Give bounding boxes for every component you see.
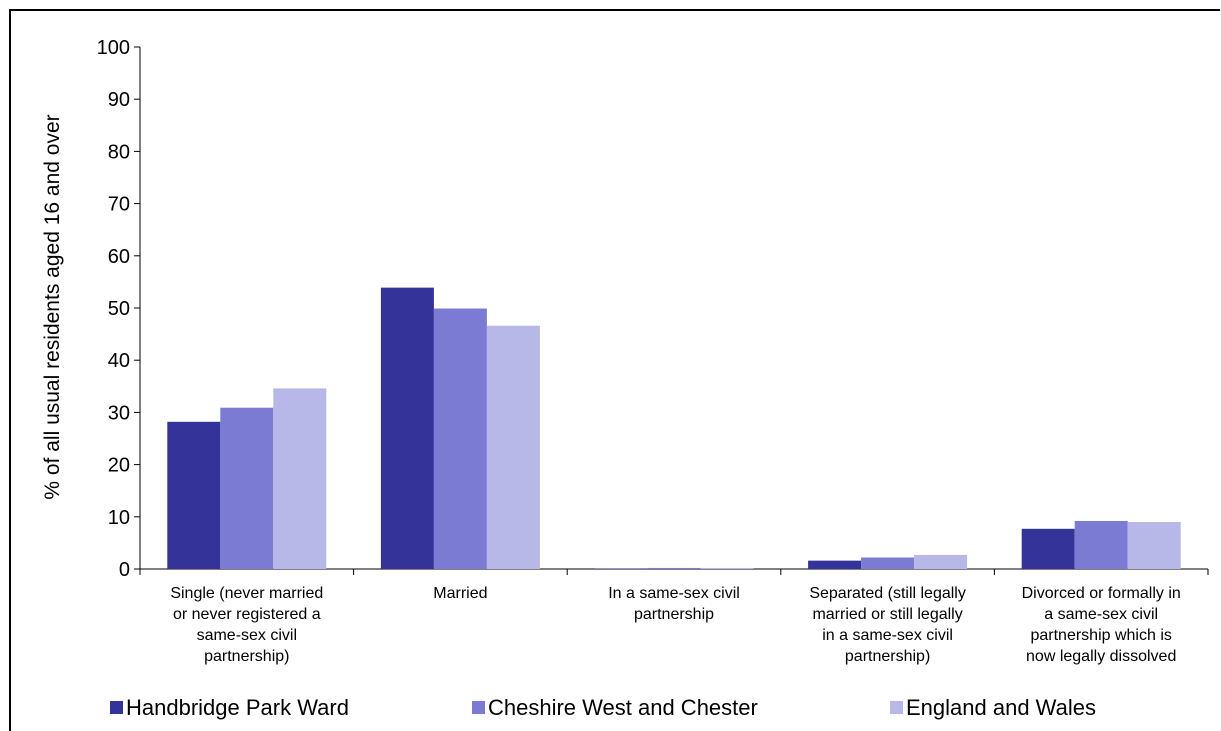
category-label-line: same-sex civil bbox=[197, 627, 297, 644]
bar bbox=[1075, 521, 1128, 569]
category-label: Married bbox=[433, 585, 487, 602]
bar bbox=[595, 568, 648, 569]
bar bbox=[487, 326, 540, 569]
bar bbox=[381, 288, 434, 569]
category-label-line: Separated (still legally bbox=[809, 585, 966, 602]
y-axis-title: % of all usual residents aged 16 and ove… bbox=[41, 114, 64, 499]
bar bbox=[220, 408, 273, 569]
category-label: Separated (still legally married or still… bbox=[809, 585, 966, 665]
category-label-line: Single (never married bbox=[170, 585, 323, 602]
bar bbox=[914, 555, 967, 569]
y-tick-label: 100 bbox=[97, 37, 130, 59]
y-tick-label: 50 bbox=[108, 298, 130, 320]
y-tick-label: 30 bbox=[108, 402, 130, 424]
y-tick-label: 90 bbox=[108, 89, 130, 111]
category-label: In a same-sex civil partnership bbox=[608, 585, 740, 623]
bar bbox=[1128, 522, 1181, 569]
legend-swatch bbox=[472, 701, 485, 714]
legend-label: Cheshire West and Chester bbox=[488, 695, 758, 720]
category-label-line: partnership) bbox=[204, 648, 289, 665]
category-label-line: partnership bbox=[634, 606, 714, 623]
bar bbox=[273, 388, 326, 569]
bar bbox=[1022, 529, 1075, 569]
category-label-line: married or still legally bbox=[812, 606, 962, 623]
y-axis: 0 10 20 30 40 50 60 70 80 90 100 bbox=[97, 37, 140, 581]
category-label-line: or never registered a bbox=[173, 606, 321, 623]
bar bbox=[861, 558, 914, 569]
y-tick-label: 80 bbox=[108, 141, 130, 163]
x-axis bbox=[140, 569, 1208, 575]
legend: Handbridge Park Ward Cheshire West and Ch… bbox=[110, 695, 1096, 720]
category-labels: Single (never married or never registered… bbox=[170, 585, 1180, 665]
y-tick-label: 60 bbox=[108, 246, 130, 268]
legend-swatch bbox=[890, 701, 903, 714]
category-label-line: Divorced or formally in bbox=[1022, 585, 1181, 602]
category-label: Divorced or formally in a same-sex civil p… bbox=[1022, 585, 1181, 665]
legend-label: Handbridge Park Ward bbox=[126, 695, 349, 720]
legend-label: England and Wales bbox=[906, 695, 1096, 720]
category-label-line: In a same-sex civil bbox=[608, 585, 740, 602]
category-label-line: a same-sex civil bbox=[1044, 606, 1158, 623]
bar bbox=[434, 309, 487, 569]
bars bbox=[167, 288, 1180, 569]
bar bbox=[808, 561, 861, 569]
y-tick-label: 70 bbox=[108, 194, 130, 216]
category-label-line: partnership) bbox=[845, 648, 930, 665]
y-tick-label: 10 bbox=[108, 507, 130, 529]
category-label-line: now legally dissolved bbox=[1026, 648, 1176, 665]
category-label-line: in a same-sex civil bbox=[822, 627, 953, 644]
y-tick-label: 20 bbox=[108, 455, 130, 477]
y-tick-label: 40 bbox=[108, 350, 130, 372]
bar bbox=[648, 568, 701, 569]
bar bbox=[701, 568, 754, 569]
category-label-line: Married bbox=[433, 585, 487, 602]
category-label-line: partnership which is bbox=[1030, 627, 1171, 644]
bar bbox=[167, 422, 220, 569]
y-tick-label: 0 bbox=[119, 559, 130, 581]
category-label: Single (never married or never registered… bbox=[170, 585, 323, 665]
legend-swatch bbox=[110, 701, 123, 714]
